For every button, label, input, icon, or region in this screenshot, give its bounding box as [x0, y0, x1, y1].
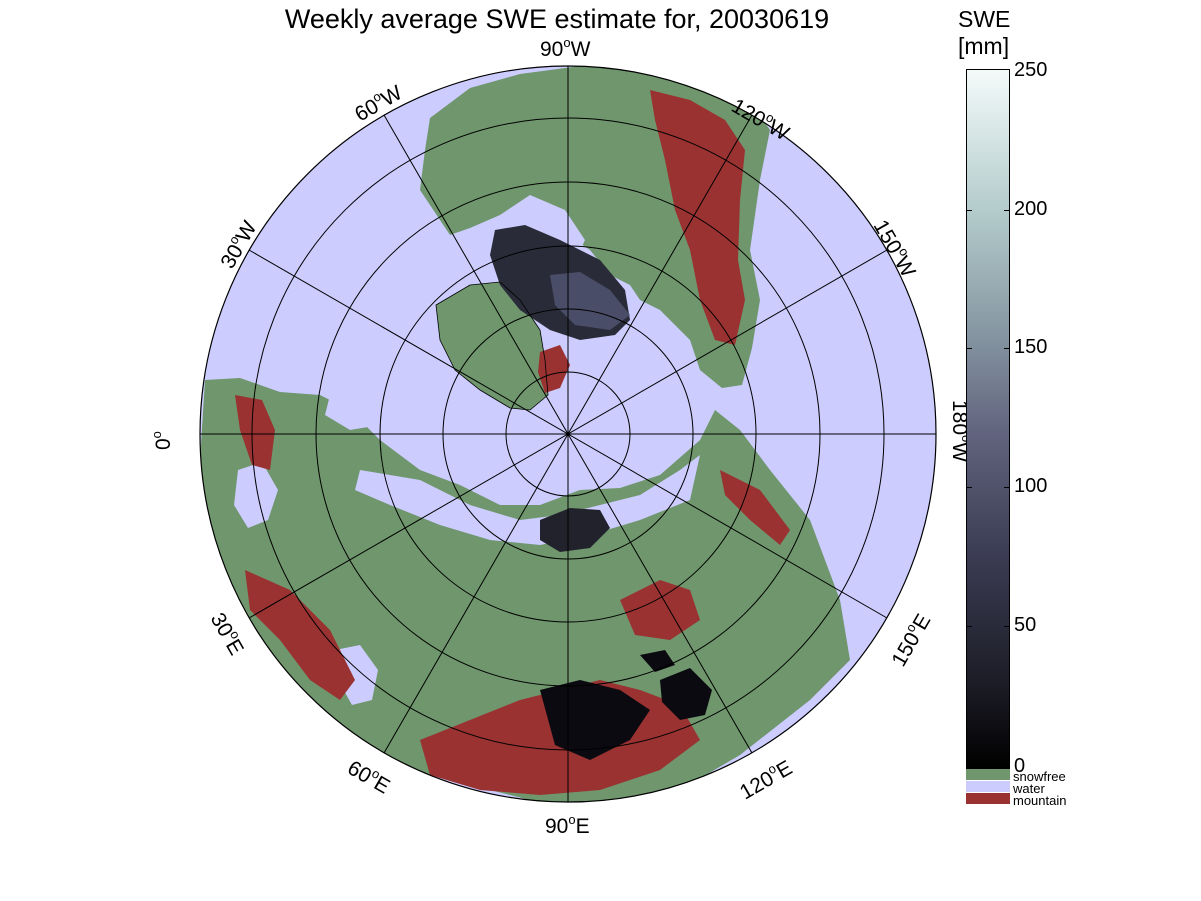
map-disk — [200, 66, 936, 802]
legend-swatch-mountain — [966, 793, 1010, 804]
mountain-far-east — [720, 470, 790, 545]
swe-severnaya-zemlya — [540, 508, 610, 552]
legend-swatch-water — [966, 781, 1010, 792]
swe-siberia-ring — [660, 668, 712, 720]
colorbar-tick — [1004, 210, 1010, 211]
colorbar-tick-label: 250 — [1014, 59, 1048, 81]
lon-label-60e: 60oE — [344, 754, 396, 799]
colorbar-tick — [966, 348, 972, 349]
legend-label-water: water — [1013, 781, 1045, 796]
lon-label-120e: 120oE — [735, 754, 797, 805]
legend-swatch-snowfree — [966, 769, 1010, 780]
colorbar-tick-label: 150 — [1014, 336, 1048, 358]
swe-ellesmere — [550, 272, 630, 330]
colorbar-tick-label: 50 — [1014, 614, 1037, 636]
baltic-sea — [234, 462, 278, 528]
colorbar-tick — [1004, 626, 1010, 627]
swe-colorbar — [966, 69, 1010, 769]
colorbar-tick-label: 100 — [1014, 475, 1048, 497]
colorbar-tick — [1004, 348, 1010, 349]
lon-label-90w: 90oW — [540, 35, 591, 61]
graticule — [200, 66, 936, 802]
colorbar-tick — [966, 210, 972, 211]
mountain-scandinavia — [235, 395, 275, 470]
colorbar-tick — [966, 487, 972, 488]
lon-label-90e: 90oE — [545, 812, 590, 838]
eurasia-arctic-coast-water — [355, 455, 700, 545]
lon-label-0: 0o — [149, 431, 175, 450]
meridian — [248, 249, 888, 619]
legend-label-snowfree: snowfree — [1013, 769, 1066, 784]
colorbar-title-line2: [mm] — [958, 33, 1010, 59]
mountain-siberia — [620, 580, 700, 640]
colorbar-title: SWE [mm] — [958, 6, 1010, 60]
coastline — [435, 281, 549, 411]
colorbar-tick — [966, 626, 972, 627]
legend-label-mountain: mountain — [1013, 793, 1067, 808]
colorbar-tick-label: 0 — [1014, 755, 1026, 777]
colorbar-title-line1: SWE — [958, 6, 1011, 32]
mountain-alps-turkey — [245, 570, 355, 700]
white-sea — [325, 395, 380, 430]
colorbar-tick — [1004, 487, 1010, 488]
lon-label-30e: 30oE — [206, 608, 251, 660]
colorbar-tick-label: 200 — [1014, 198, 1048, 220]
map-title: Weekly average SWE estimate for, 2003061… — [284, 4, 830, 34]
map-border — [199, 65, 937, 803]
landmass-greenland — [436, 282, 548, 410]
lon-label-150e: 150oE — [885, 609, 936, 671]
mountain-greenland-east — [538, 345, 570, 393]
